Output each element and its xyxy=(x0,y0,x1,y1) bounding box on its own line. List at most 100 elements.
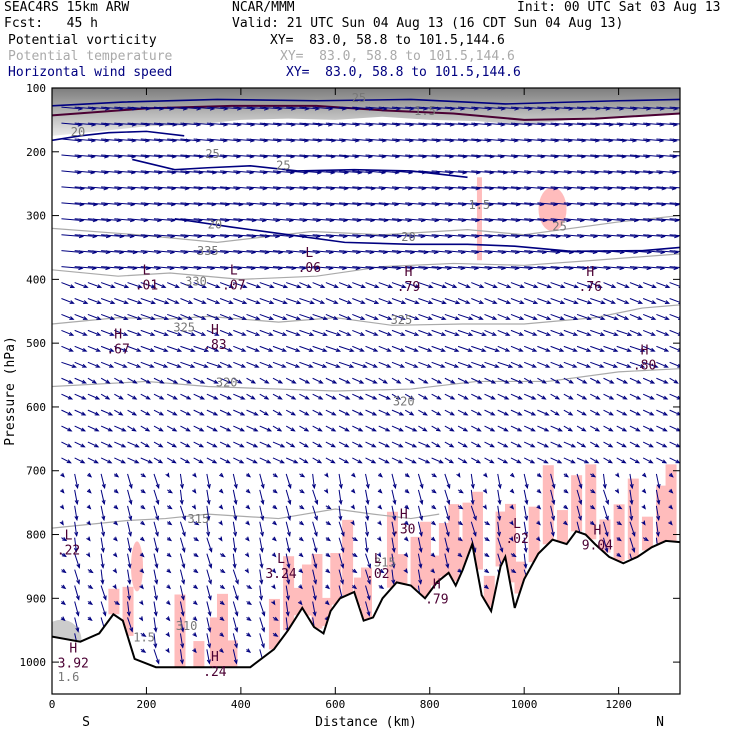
wind-vector-head xyxy=(290,411,297,416)
wind-vector xyxy=(616,393,627,400)
wind-vector xyxy=(577,170,599,174)
wind-vector-head xyxy=(228,300,234,304)
wind-vector xyxy=(616,377,628,384)
x-tick-label: 800 xyxy=(420,698,440,711)
wind-vector-head xyxy=(436,411,442,416)
wind-vector-head xyxy=(75,595,80,601)
wind-vector-head xyxy=(509,488,515,494)
wind-vector-head xyxy=(340,563,345,569)
wind-vector xyxy=(510,377,523,384)
wind-vector xyxy=(153,601,157,616)
wind-vector-head xyxy=(203,364,209,368)
wind-vector xyxy=(272,106,296,110)
wind-vector xyxy=(642,441,653,448)
wind-vector xyxy=(140,170,162,174)
wind-vector xyxy=(497,537,503,552)
wind-vector-head xyxy=(273,616,279,621)
wind-vector xyxy=(418,282,433,288)
wind-vector xyxy=(127,553,131,568)
wind-vector xyxy=(431,393,441,400)
wind-vector-head xyxy=(131,411,138,416)
wind-vector xyxy=(338,569,344,584)
wind-vector xyxy=(603,138,626,142)
wind-vector-head xyxy=(71,364,77,368)
wind-vector xyxy=(285,393,296,400)
wind-vector-head xyxy=(95,347,101,352)
wind-vector xyxy=(603,505,609,520)
wind-vector xyxy=(74,601,79,616)
wind-vector xyxy=(642,298,656,304)
wind-vector-head xyxy=(641,520,646,526)
wind-vector-head xyxy=(225,459,231,464)
high-marker: H xyxy=(400,508,408,523)
wind-vector-head xyxy=(387,316,393,320)
wind-vector-head xyxy=(449,427,455,432)
wind-vector xyxy=(61,154,82,158)
wind-vector xyxy=(74,569,80,584)
wind-vector-head xyxy=(450,379,456,384)
wind-vector-head xyxy=(214,332,220,336)
wind-vector xyxy=(471,298,484,304)
wind-vector xyxy=(219,361,232,368)
wind-vector-head xyxy=(351,472,356,478)
wind-vector-head xyxy=(141,632,147,637)
wind-vector-head xyxy=(136,316,143,320)
wind-vector-head xyxy=(259,579,264,585)
wind-vector xyxy=(590,409,600,416)
wind-vector xyxy=(642,282,656,288)
wind-vector xyxy=(193,266,215,269)
wind-vector-head xyxy=(297,600,303,606)
wind-vector xyxy=(576,505,582,520)
wind-vector xyxy=(61,441,72,448)
wind-vector-head xyxy=(118,395,124,400)
wind-vector-head xyxy=(676,395,680,400)
wind-vector-head xyxy=(409,395,415,400)
wind-vector xyxy=(339,186,362,190)
wind-vector-head xyxy=(611,284,617,288)
wind-vector-head xyxy=(392,515,397,522)
wind-vector-head xyxy=(237,379,243,384)
wind-vector xyxy=(246,313,260,320)
wind-vector xyxy=(391,361,405,368)
wind-vector-head xyxy=(532,300,539,304)
wind-vector-head xyxy=(350,520,355,526)
wind-vector xyxy=(669,250,680,253)
wind-vector xyxy=(418,393,428,400)
wind-vector-head xyxy=(387,300,393,304)
wind-vector xyxy=(458,154,481,158)
wind-vector xyxy=(180,202,202,206)
wind-vector xyxy=(391,138,413,142)
wind-vector-head xyxy=(74,515,79,522)
wind-vector-head xyxy=(185,443,191,448)
wind-vector xyxy=(537,122,559,126)
wind-vector-head xyxy=(227,363,233,368)
wind-vector-head xyxy=(245,504,251,510)
wind-vector-head xyxy=(357,459,363,464)
wind-vector xyxy=(391,313,405,320)
wind-vector-head xyxy=(448,459,455,464)
wind-vector xyxy=(550,298,565,304)
wind-vector xyxy=(325,154,349,158)
wind-vector xyxy=(87,138,109,142)
wind-vector xyxy=(484,250,506,253)
wind-vector-head xyxy=(597,284,603,288)
wind-vector xyxy=(378,425,390,432)
high-marker: H xyxy=(593,524,601,539)
wind-vector xyxy=(404,441,417,448)
wind-vector-head xyxy=(497,531,502,538)
wind-vector xyxy=(365,521,369,536)
wind-vector xyxy=(444,138,467,142)
wind-vector xyxy=(114,361,127,368)
wind-vector-head xyxy=(140,520,146,526)
wind-vector xyxy=(523,553,527,568)
wind-vector xyxy=(74,234,97,238)
wind-vector-head xyxy=(296,284,302,289)
wind-vector xyxy=(550,505,555,520)
wind-vector xyxy=(259,345,273,352)
wind-vector xyxy=(523,505,528,520)
wind-vector xyxy=(431,138,454,142)
wind-vector-head xyxy=(80,443,86,448)
wind-vector-head xyxy=(271,536,277,542)
wind-vector xyxy=(365,569,371,584)
wind-vector-head xyxy=(291,379,297,384)
